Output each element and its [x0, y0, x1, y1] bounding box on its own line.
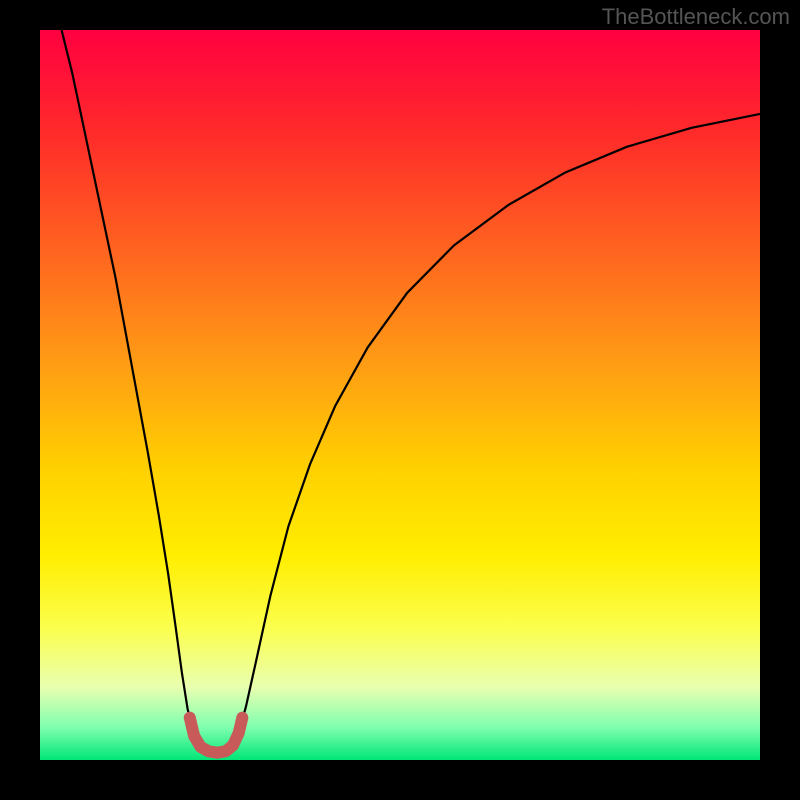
bottleneck-chart [0, 0, 800, 800]
chart-container: TheBottleneck.com [0, 0, 800, 800]
watermark-text: TheBottleneck.com [602, 4, 790, 30]
